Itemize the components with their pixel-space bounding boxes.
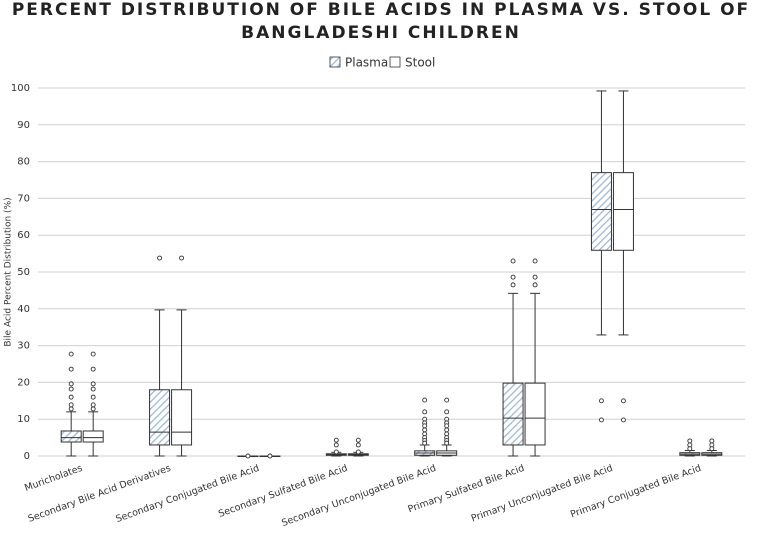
chart-title: BANGLADESHI CHILDREN (241, 23, 521, 43)
outlier (532, 274, 538, 280)
outlier (245, 453, 251, 459)
box (60, 430, 82, 443)
box (590, 172, 612, 251)
outlier (444, 397, 450, 403)
box (82, 430, 104, 443)
y-tick-label: 30 (17, 341, 30, 352)
outlier (444, 423, 450, 429)
outlier (68, 406, 74, 412)
outlier (90, 386, 96, 392)
outlier (532, 258, 538, 264)
outlier (68, 351, 74, 357)
box (149, 389, 171, 446)
x-tick-label: Secondary Bile Acid Derivatives (27, 463, 173, 525)
outlier (444, 427, 450, 433)
outlier (90, 366, 96, 372)
y-tick-label: 40 (17, 304, 30, 315)
y-tick-label: 50 (17, 267, 30, 278)
outlier (90, 351, 96, 357)
legend-label: Stool (405, 56, 435, 70)
outlier (422, 423, 428, 429)
outlier (68, 366, 74, 372)
outlier (355, 442, 361, 448)
outlier (510, 274, 516, 280)
outlier (333, 442, 339, 448)
y-tick-label: 20 (17, 377, 30, 388)
box (502, 382, 524, 446)
legend-label: Plasma (345, 56, 388, 70)
outlier (157, 255, 163, 261)
outlier (709, 438, 715, 444)
chart-title: PERCENT DISTRIBUTION OF BILE ACIDS IN PL… (12, 0, 750, 20)
y-axis-label: Bile Acid Percent Distribution (%) (4, 197, 14, 346)
outlier (333, 437, 339, 443)
outlier (598, 398, 604, 404)
outlier (687, 438, 693, 444)
outlier (355, 449, 361, 455)
legend-swatch (389, 56, 401, 68)
outlier (620, 417, 626, 423)
box (171, 389, 193, 446)
outlier (333, 449, 339, 455)
outlier (444, 409, 450, 415)
outlier (68, 381, 74, 387)
outlier (68, 394, 74, 400)
y-tick-label: 0 (24, 451, 30, 462)
box (612, 172, 634, 251)
x-tick-label: Secondary Unconjugated Bile Acid (280, 463, 437, 529)
y-tick-label: 80 (17, 157, 30, 168)
outlier (267, 453, 273, 459)
legend-swatch (329, 56, 341, 68)
outlier (620, 398, 626, 404)
x-tick-label: Secondary Conjugated Bile Acid (114, 463, 260, 525)
y-tick-label: 70 (17, 193, 30, 204)
x-tick-label: Primary Unconjugated Bile Acid (470, 463, 615, 525)
outlier (68, 402, 74, 408)
outlier (355, 437, 361, 443)
outlier (422, 397, 428, 403)
outlier (444, 440, 450, 446)
y-tick-label: 10 (17, 414, 30, 425)
outlier (510, 258, 516, 264)
outlier (90, 394, 96, 400)
x-tick-label: Muricholates (23, 463, 84, 494)
outlier (90, 381, 96, 387)
outlier (687, 446, 693, 452)
outlier (709, 446, 715, 452)
outlier (90, 402, 96, 408)
y-tick-label: 100 (11, 83, 30, 94)
outlier (68, 386, 74, 392)
outlier (598, 417, 604, 423)
outlier (422, 409, 428, 415)
outlier (90, 406, 96, 412)
y-tick-label: 90 (17, 120, 30, 131)
outlier (179, 255, 185, 261)
outlier (510, 282, 516, 288)
y-tick-label: 60 (17, 230, 30, 241)
outlier (422, 427, 428, 433)
outlier (532, 282, 538, 288)
box (524, 382, 546, 446)
outlier (422, 440, 428, 446)
